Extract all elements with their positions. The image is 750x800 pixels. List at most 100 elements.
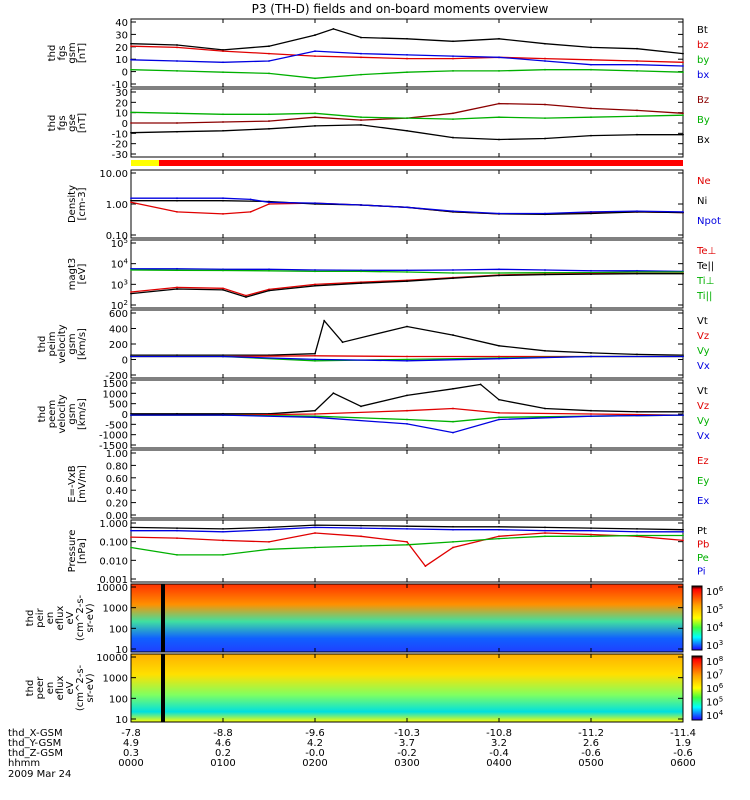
data-point <box>314 359 316 362</box>
y-tick-label: 103 <box>111 278 128 291</box>
data-point <box>544 526 546 529</box>
y-tick-label: 1000 <box>103 604 128 615</box>
y-axis-label: [cm-3] <box>77 187 88 220</box>
data-point <box>268 548 270 551</box>
y-tick-label: 1.00 <box>106 449 128 460</box>
y-axis-label: peir <box>35 607 46 627</box>
data-point <box>498 344 500 347</box>
data-point <box>590 107 592 110</box>
legend-Ti⊥: Ti⊥ <box>696 276 714 287</box>
data-point <box>406 53 408 56</box>
y-axis-label: peim <box>47 331 58 356</box>
data-point <box>176 122 178 124</box>
y-axis-label: peer <box>35 676 46 700</box>
data-point <box>332 392 335 395</box>
panel-frame <box>130 18 684 88</box>
data-point <box>544 42 546 45</box>
data-point <box>452 407 454 410</box>
data-point <box>176 130 178 133</box>
y-tick-label: 0.10 <box>106 231 128 242</box>
x-tick-label: -11.4 <box>670 728 696 739</box>
data-point <box>130 201 132 204</box>
ephemeris-row-label: thd_Z-GSM <box>8 748 63 759</box>
y-tick-label: 105 <box>111 237 128 250</box>
colorbar-tick: 106 <box>706 682 724 695</box>
series-line-Te|| <box>130 273 683 298</box>
data-point <box>222 530 224 533</box>
y-tick-label: 0.010 <box>99 556 128 567</box>
data-point <box>314 55 316 57</box>
legend-Vx: Vx <box>697 431 710 442</box>
data-point <box>498 528 500 531</box>
data-point <box>130 197 132 200</box>
data-point <box>682 133 684 136</box>
data-point <box>636 115 638 118</box>
data-point <box>176 269 178 272</box>
data-point <box>176 44 178 46</box>
data-point <box>130 131 132 134</box>
y-tick-label: -10 <box>112 129 128 140</box>
data-point <box>452 210 454 213</box>
x-tick-label: -0.2 <box>397 748 417 759</box>
data-point <box>498 212 500 215</box>
ephemeris-row-label: hhmm <box>8 758 40 769</box>
data-point <box>498 138 500 141</box>
spectrogram-peir_eflux <box>131 584 683 652</box>
data-point <box>222 197 224 200</box>
data-point <box>682 528 684 531</box>
colorbar-tick: 106 <box>706 585 724 598</box>
colorbar-tick: 105 <box>706 696 723 709</box>
y-tick-label: 10 <box>115 645 128 656</box>
data-point <box>544 68 546 71</box>
y-tick-label: 0.100 <box>99 538 128 549</box>
data-point <box>636 527 638 530</box>
data-point <box>406 355 408 358</box>
data-point <box>406 359 408 362</box>
y-axis-label: thd <box>47 45 58 62</box>
legend-bz: bz <box>697 40 709 51</box>
x-tick-label: -10.3 <box>394 728 420 739</box>
data-point <box>314 283 316 286</box>
data-point <box>406 418 408 421</box>
data-point <box>682 114 684 117</box>
data-point <box>498 418 500 421</box>
x-tick-label: -0.6 <box>581 748 601 759</box>
y-tick-label: -1500 <box>99 441 128 452</box>
data-point <box>544 271 546 274</box>
data-point <box>636 63 638 66</box>
x-tick-label: -8.8 <box>213 728 233 739</box>
data-point <box>176 529 178 532</box>
data-point <box>590 527 592 530</box>
data-point <box>636 353 638 356</box>
data-point <box>590 533 592 536</box>
data-point <box>498 274 500 277</box>
data-point <box>314 526 316 529</box>
y-axis-label: gsm <box>67 403 78 424</box>
x-tick-label: 0600 <box>670 758 695 769</box>
data-point <box>222 527 224 530</box>
y-tick-label: 100 <box>109 694 128 705</box>
data-point <box>176 70 178 72</box>
x-tick-label: 4.2 <box>307 738 323 749</box>
data-point <box>452 57 454 60</box>
colorbar-peer_eflux <box>691 655 703 721</box>
data-point <box>452 334 454 336</box>
data-point <box>636 272 638 275</box>
y-tick-label: -30 <box>112 150 128 161</box>
data-point <box>222 354 224 356</box>
data-point <box>222 412 224 415</box>
data-point <box>498 37 500 40</box>
panel-frame <box>130 449 684 519</box>
y-axis-label: thd <box>47 115 58 132</box>
y-tick-label: 1000 <box>103 674 128 685</box>
data-point <box>222 268 224 271</box>
data-point <box>498 537 500 540</box>
data-point <box>268 60 270 62</box>
y-tick-label: 10 <box>115 715 128 726</box>
data-point <box>130 291 132 293</box>
legend-Ne: Ne <box>697 176 711 187</box>
y-axis-label: eflux <box>55 606 66 631</box>
